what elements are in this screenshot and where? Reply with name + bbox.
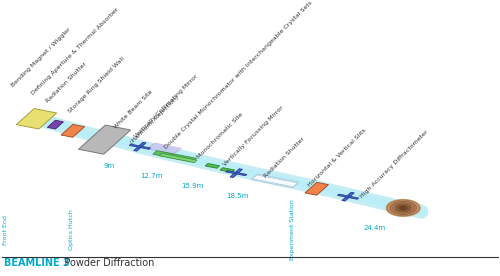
- Polygon shape: [205, 163, 220, 168]
- Polygon shape: [61, 124, 84, 137]
- Text: Experiment Station: Experiment Station: [290, 200, 295, 260]
- Text: 24.4m: 24.4m: [364, 225, 386, 231]
- Polygon shape: [147, 143, 182, 154]
- Text: Front End: Front End: [2, 215, 7, 245]
- Polygon shape: [342, 192, 354, 201]
- Text: Vertically Focussing Mirror: Vertically Focussing Mirror: [223, 105, 285, 167]
- Polygon shape: [153, 151, 196, 162]
- Text: Double Crystal Monochromator with Interchangeable Crystal Sets: Double Crystal Monochromator with Interc…: [163, 0, 313, 150]
- Polygon shape: [400, 206, 406, 209]
- Text: (Harmonic Rejection): (Harmonic Rejection): [130, 95, 180, 145]
- Polygon shape: [129, 144, 150, 149]
- Text: 15.9m: 15.9m: [182, 182, 204, 189]
- Polygon shape: [386, 200, 420, 216]
- Text: Bending Magnet / Wiggler: Bending Magnet / Wiggler: [10, 27, 72, 88]
- Polygon shape: [252, 175, 298, 187]
- Polygon shape: [396, 204, 411, 212]
- Text: High Accuracy Diffractometer: High Accuracy Diffractometer: [360, 129, 430, 198]
- Text: Monochromatic Site: Monochromatic Site: [196, 112, 244, 160]
- Polygon shape: [251, 174, 299, 188]
- Text: 12.7m: 12.7m: [140, 173, 162, 179]
- Polygon shape: [78, 125, 130, 154]
- Text: 9m: 9m: [104, 163, 115, 169]
- Text: Radiation Shutter: Radiation Shutter: [263, 136, 306, 178]
- Polygon shape: [134, 142, 146, 151]
- Polygon shape: [226, 171, 247, 176]
- Text: Vertically Collimating Mirror: Vertically Collimating Mirror: [134, 74, 199, 139]
- Text: Powder Diffraction: Powder Diffraction: [56, 258, 155, 268]
- Polygon shape: [48, 120, 64, 129]
- Text: Horizontal & Vertical Slits: Horizontal & Vertical Slits: [308, 128, 368, 188]
- Text: White Beam Site: White Beam Site: [114, 89, 154, 130]
- Polygon shape: [390, 202, 416, 214]
- Polygon shape: [220, 168, 234, 172]
- Polygon shape: [338, 194, 358, 199]
- Text: Defining Aperture & Thermal Absorber: Defining Aperture & Thermal Absorber: [30, 7, 120, 96]
- Polygon shape: [230, 169, 242, 178]
- Text: Radiation Shutter: Radiation Shutter: [46, 62, 88, 104]
- Text: Optics Hutch: Optics Hutch: [69, 209, 74, 250]
- Text: BEAMLINE 3: BEAMLINE 3: [4, 258, 70, 268]
- Polygon shape: [159, 153, 197, 163]
- Text: 18.5m: 18.5m: [226, 193, 248, 199]
- Polygon shape: [305, 182, 328, 195]
- Polygon shape: [16, 108, 56, 129]
- Text: Storage Ring Shield Wall: Storage Ring Shield Wall: [68, 56, 126, 114]
